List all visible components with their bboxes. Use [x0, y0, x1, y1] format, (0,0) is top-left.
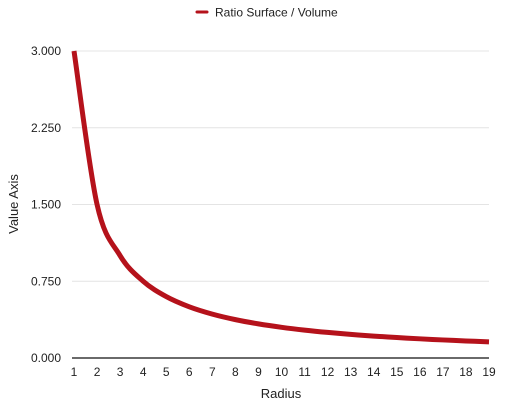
legend-label: Ratio Surface / Volume: [215, 6, 338, 20]
x-tick-label: 18: [459, 365, 473, 379]
x-tick-label: 3: [117, 365, 124, 379]
x-tick-label: 17: [436, 365, 450, 379]
x-tick-label: 14: [367, 365, 381, 379]
x-tick-label: 8: [232, 365, 239, 379]
grid: [72, 50, 489, 282]
x-tick-label: 12: [321, 365, 335, 379]
x-tick-label: 15: [390, 365, 404, 379]
y-tick-label: 1.500: [31, 198, 61, 212]
series-line: [71, 50, 490, 345]
y-tick-label: 0.750: [31, 274, 61, 288]
x-tick-label: 6: [186, 365, 193, 379]
x-tick-label: 4: [140, 365, 147, 379]
x-tick-label: 13: [344, 365, 358, 379]
legend: Ratio Surface / Volume: [195, 6, 338, 20]
x-tick-label: 9: [255, 365, 262, 379]
x-tick-label: 19: [482, 365, 496, 379]
y-tick-label: 3.000: [31, 44, 61, 58]
x-tick-label: 5: [163, 365, 170, 379]
x-tick-label: 16: [413, 365, 427, 379]
x-tick-label: 2: [94, 365, 101, 379]
x-tick-label: 10: [275, 365, 289, 379]
x-tick-label: 11: [298, 365, 311, 379]
x-tick-label: 7: [209, 365, 216, 379]
y-tick-label: 0.000: [31, 351, 61, 365]
series: [71, 50, 490, 345]
y-axis-title: Value Axis: [6, 174, 21, 234]
y-tick-label: 2.250: [31, 121, 61, 135]
x-axis-title: Radius: [261, 386, 302, 401]
x-tick-label: 1: [71, 365, 78, 379]
